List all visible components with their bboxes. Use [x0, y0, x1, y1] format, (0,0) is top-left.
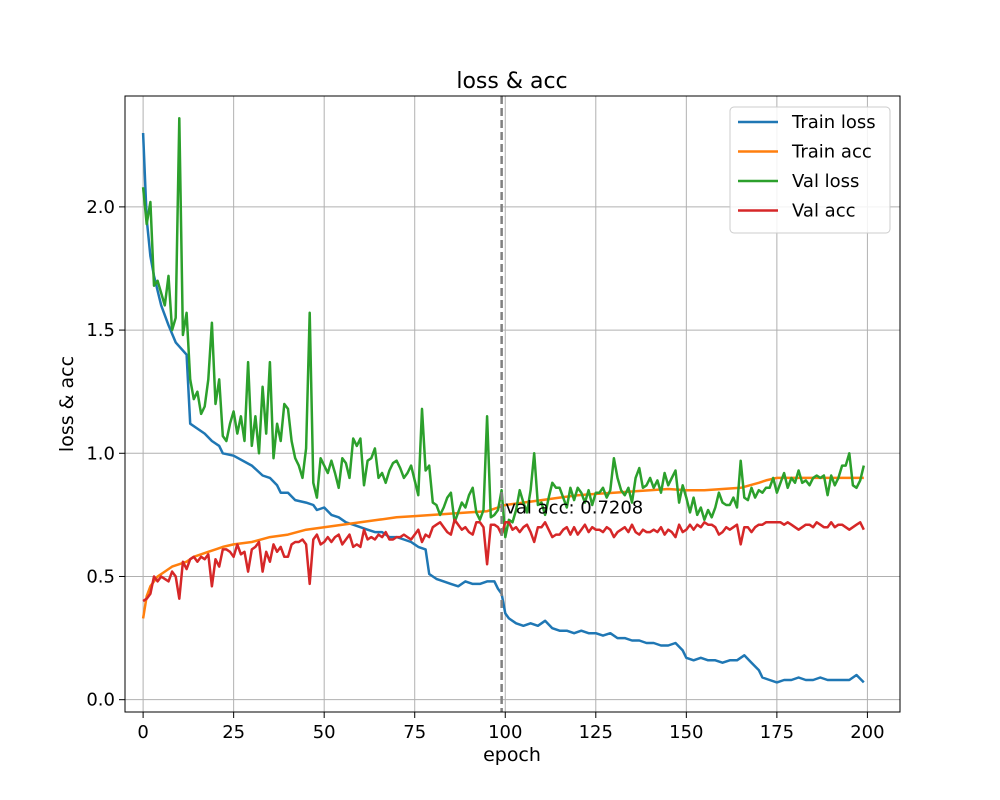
- legend-label: Train loss: [791, 112, 876, 133]
- x-tick-label: 25: [222, 722, 245, 743]
- series-line-val-loss: [141, 116, 866, 539]
- legend-label: Val acc: [792, 201, 856, 222]
- chart-title: loss & acc: [456, 69, 567, 94]
- series-line-val-acc: [142, 518, 865, 603]
- legend-label: Val loss: [792, 171, 859, 192]
- y-tick-label: 0.5: [86, 566, 115, 587]
- x-tick-label: 125: [579, 722, 613, 743]
- x-tick-label: 175: [760, 722, 794, 743]
- x-tick-label: 150: [669, 722, 703, 743]
- y-tick-label: 0.0: [86, 690, 115, 711]
- y-tick-label: 2.0: [86, 197, 115, 218]
- x-tick-label: 100: [488, 722, 522, 743]
- legend-label: Train acc: [791, 142, 872, 163]
- legend-box: [729, 106, 891, 234]
- x-tick-label: 0: [137, 722, 148, 743]
- y-tick-label: 1.5: [86, 320, 115, 341]
- y-axis-title: loss & acc: [56, 356, 78, 452]
- x-tick-label: 75: [403, 722, 426, 743]
- plot-frame: [124, 95, 901, 713]
- x-tick-label: 50: [313, 722, 336, 743]
- x-tick-label: 200: [850, 722, 884, 743]
- val-acc-annotation: val acc: 0.7208: [505, 497, 643, 518]
- ticks: 0 25 50 75 100 125 150 175 200 0.0 0.5 1.0 1.5 2.0: [86, 197, 884, 743]
- y-tick-label: 1.0: [86, 443, 115, 464]
- annotations: val acc: 0.7208: [505, 497, 643, 518]
- legend: Train loss Train acc Val loss Val acc: [729, 106, 891, 234]
- x-axis-title: epoch: [483, 744, 541, 766]
